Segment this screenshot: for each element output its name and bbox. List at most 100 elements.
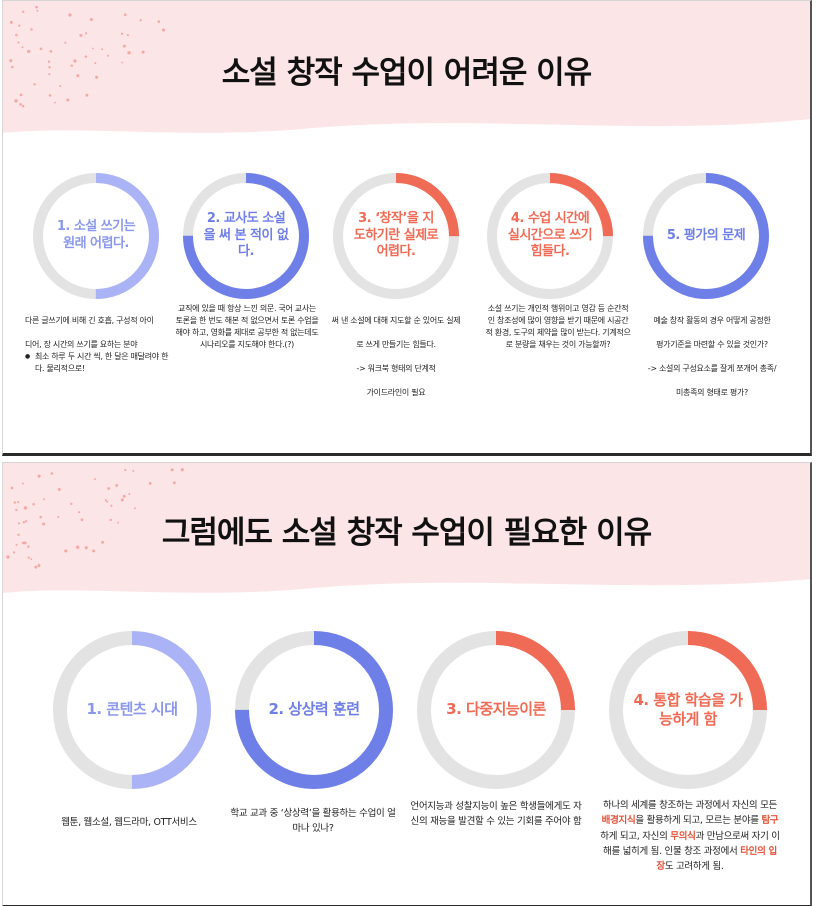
decor-dot	[161, 28, 166, 32]
ring-label: 1. 콘텐츠 시대	[86, 700, 178, 719]
desc-line: -> 소설의 구성요소를 잘게 쪼개어 총족/	[647, 364, 777, 373]
ring-label: 5. 평가의 문제	[666, 227, 746, 243]
desc-line: 디어, 장 시간의 쓰기를 요하는 분야	[25, 340, 138, 349]
decor-dot	[17, 533, 20, 537]
decor-dot	[106, 54, 109, 57]
decor-dot	[21, 46, 24, 49]
decor-dot	[57, 516, 60, 518]
decor-dot	[18, 24, 21, 27]
decor-dot	[21, 541, 25, 545]
decor-dot	[76, 545, 80, 549]
decor-dot	[79, 33, 83, 37]
decor-dot	[54, 101, 56, 104]
decor-dot	[117, 521, 120, 524]
decor-dot	[17, 500, 20, 504]
decor-dot	[57, 488, 61, 491]
page-title: 그럼에도 소설 창작 수업이 필요한 이유	[161, 515, 652, 551]
decor-dot	[6, 555, 10, 559]
ring-item-4: 4. 통합 학습을 가능하게 함	[609, 631, 767, 789]
decor-dot	[12, 551, 16, 554]
decor-dot	[9, 20, 13, 24]
decor-dot	[19, 94, 22, 97]
decor-dot	[101, 540, 105, 544]
decor-dot	[70, 502, 73, 505]
decor-dot	[132, 469, 135, 472]
item-description: 하나의 세계를 창조하는 과정에서 자신의 모든 배경지식을 활용하게 되고, …	[599, 783, 781, 874]
desc-line: -> 워크북 형태의 단계적	[356, 364, 436, 373]
decor-dot	[34, 565, 38, 569]
decor-dot	[37, 564, 41, 567]
ring-item-1: 1. 콘텐츠 시대	[53, 631, 211, 789]
decor-dot	[157, 20, 161, 23]
progress-ring	[609, 631, 767, 789]
decor-dot	[70, 64, 74, 67]
decor-dot	[148, 481, 152, 485]
decor-dot	[120, 32, 124, 35]
ring-label: 3. 다중지능이론	[446, 700, 546, 719]
highlight-keyword: 배경지식	[601, 815, 636, 827]
decor-dot	[109, 518, 113, 522]
decor-dot	[127, 51, 131, 55]
decor-dot	[36, 9, 39, 12]
decor-dot	[180, 468, 184, 472]
decor-dot	[48, 73, 51, 76]
decor-dot	[68, 13, 72, 17]
desc-text: 을 활용하게 되고, 모르는 분야를	[635, 815, 762, 827]
decor-dot	[85, 32, 88, 35]
page-title: 소설 창작 수업이 어려운 이유	[221, 55, 592, 91]
ring-progress-arc	[643, 173, 769, 299]
decor-dot	[85, 93, 89, 97]
decor-dot	[94, 62, 97, 65]
decor-dot	[30, 28, 33, 31]
decor-dot	[84, 546, 88, 550]
decor-dot	[133, 507, 136, 510]
decor-dot	[92, 47, 94, 50]
ring-item-3: 3. 다중지능이론	[417, 631, 575, 789]
decor-dot	[124, 468, 127, 472]
desc-text: 하나의 세계를 창조하는 과정에서 자신의 모든	[603, 800, 777, 812]
progress-ring	[333, 173, 459, 299]
ring-item-4: 4. 수업 시간에 실시간으로 쓰기 힘들다.	[487, 173, 613, 299]
decor-dot	[15, 543, 18, 546]
ring-item-2: 2. 상상력 훈련	[235, 631, 393, 789]
decor-dot	[141, 50, 145, 54]
item-description: 써 낸 소설에 대해 지도할 순 있어도 실제 로 쓰게 만들기는 힘들다. -…	[321, 303, 471, 399]
decor-dot	[15, 33, 18, 37]
desc-line: 로 쓰게 만들기는 힘들다.	[356, 340, 436, 349]
item-description: 다른 글쓰기에 비해 긴 호흡, 구성적 아이 디어, 장 시간의 쓰기를 요하…	[25, 303, 175, 387]
item-description: 학교 교과 중 ‘상상력’을 활용하는 수업이 얼마나 있나?	[230, 808, 396, 835]
decor-dot	[27, 545, 30, 548]
ring-label: 4. 수업 시간에 실시간으로 쓰기 힘들다.	[507, 210, 593, 260]
decor-dot	[23, 506, 27, 510]
decor-dot	[64, 41, 67, 44]
progress-ring	[487, 173, 613, 299]
highlight-keyword: 무의식	[670, 830, 696, 842]
decor-dot	[139, 19, 142, 22]
decor-dot	[39, 47, 43, 51]
slide-difficulties: 소설 창작 수업이 어려운 이유 1. 소설 쓰기는 원래 어렵다. 2. 교사…	[2, 0, 812, 456]
decor-dot	[15, 508, 18, 512]
desc-text: 도 고려하게 됨.	[664, 860, 724, 872]
ring-label: 1. 소설 쓰기는 원래 어렵다.	[56, 219, 136, 251]
decor-dot	[21, 482, 24, 485]
ring-label: 2. 상상력 훈련	[268, 700, 360, 719]
pink-header-band	[3, 1, 810, 133]
decor-dot	[172, 481, 176, 485]
ring-label: 2. 교사도 소설을 써 본 적이 없다.	[203, 210, 289, 260]
decorative-dots	[6, 468, 184, 569]
ring-progress-arc	[235, 631, 393, 789]
decor-dot	[107, 487, 111, 490]
ring-progress-arc	[609, 631, 767, 789]
decor-dot	[32, 503, 35, 506]
decor-dot	[92, 549, 95, 553]
decor-dot	[27, 49, 31, 54]
decor-dot	[49, 49, 53, 53]
decor-dot	[35, 5, 38, 9]
progress-ring	[33, 173, 159, 299]
pink-header-band	[3, 463, 810, 593]
decor-dot	[122, 494, 126, 498]
decor-dot	[93, 478, 96, 481]
decor-dot	[37, 474, 41, 478]
decorative-dots	[9, 5, 166, 108]
ring-progress-arc	[417, 631, 575, 789]
